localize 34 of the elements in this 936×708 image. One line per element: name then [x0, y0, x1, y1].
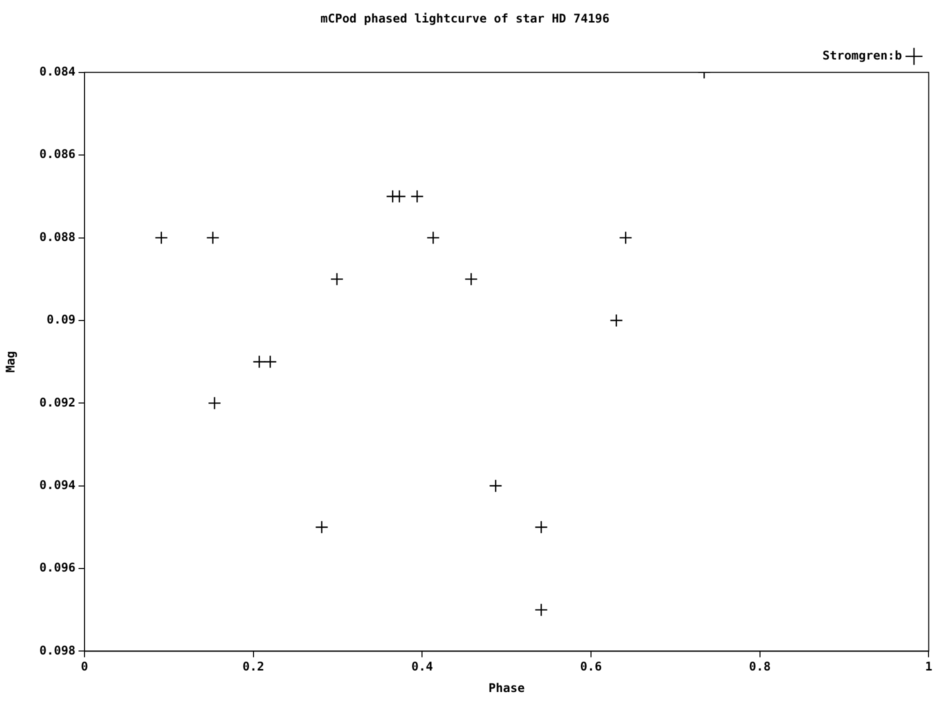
x-tick-label: 0.6: [580, 660, 602, 674]
y-tick-label: 0.086: [39, 147, 76, 162]
point: [488, 479, 502, 492]
y-tick-label: 0.096: [39, 560, 76, 575]
point: [610, 314, 624, 328]
point: [154, 231, 168, 244]
point: [426, 231, 440, 244]
y-tick-label: 0.092: [39, 395, 76, 410]
point: [392, 190, 406, 204]
point: [464, 272, 478, 286]
point: [618, 231, 632, 244]
x-tick-label: 1: [925, 660, 932, 674]
x-tick-label: 0.2: [242, 660, 264, 674]
y-tick-label: 0.09: [46, 312, 76, 327]
point: [206, 231, 220, 244]
x-tick-label: 0.8: [749, 660, 771, 674]
x-tick-label: 0: [80, 660, 88, 674]
y-tick-label: 0.098: [39, 643, 76, 658]
point: [252, 355, 266, 368]
x-tick-label: 0.4: [411, 660, 434, 674]
point: [534, 603, 548, 617]
point: [208, 396, 222, 410]
legend-label: Stromgren:b: [822, 48, 902, 63]
point: [315, 520, 328, 534]
y-tick-label: 0.084: [39, 64, 76, 79]
chart-title: mCPod phased lightcurve of star HD 74196: [320, 11, 610, 26]
point: [534, 520, 548, 534]
point: [264, 355, 277, 368]
point: [330, 272, 344, 286]
y-tick-label: 0.094: [39, 478, 76, 492]
x-axis-title: Phase: [488, 680, 525, 695]
point: [410, 190, 424, 204]
y-axis-title: Mag: [3, 350, 18, 373]
y-tick-label: 0.088: [39, 230, 76, 244]
